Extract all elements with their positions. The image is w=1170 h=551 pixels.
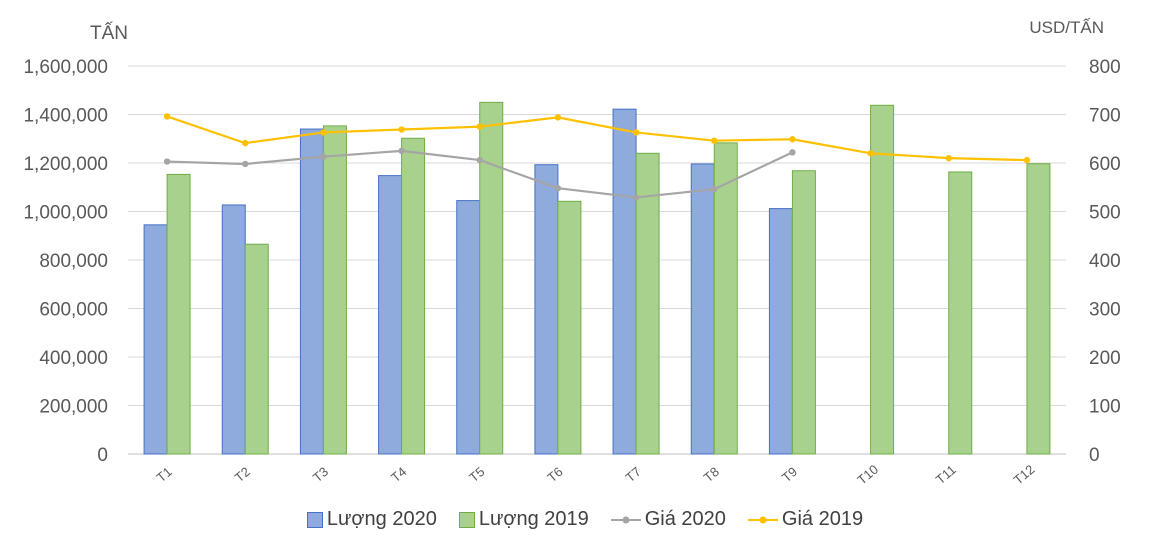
bar-luong-2019-t4 bbox=[401, 137, 426, 455]
bar-luong-2019-t8 bbox=[713, 142, 738, 455]
point-gia-2019-t2 bbox=[242, 139, 249, 147]
bar-luong-2019-t1 bbox=[166, 173, 191, 455]
point-gia-2020-t9 bbox=[789, 149, 796, 156]
left-tick-label: 1,200,000 bbox=[23, 154, 108, 175]
right-tick-label: 600 bbox=[1089, 154, 1121, 175]
bar-luong-2019-t2 bbox=[244, 243, 269, 455]
bar-luong-2020-t8 bbox=[690, 163, 715, 455]
x-tick-label: T7 bbox=[623, 464, 644, 485]
legend-label-luong-2019: Lượng 2019 bbox=[478, 508, 589, 530]
x-tick-label: T8 bbox=[701, 464, 722, 485]
x-tick-label: T12 bbox=[1011, 462, 1038, 488]
point-gia-2019-t12 bbox=[1023, 156, 1031, 164]
legend-item-gia-2020: Giá 2020 bbox=[610, 508, 726, 531]
x-tick-label: T1 bbox=[154, 464, 175, 485]
bar-series bbox=[143, 101, 1051, 455]
left-tick-label: 800,000 bbox=[39, 251, 108, 272]
point-gia-2020-t6 bbox=[554, 185, 562, 192]
point-gia-2019-t3 bbox=[320, 129, 327, 136]
point-gia-2020-t1 bbox=[163, 158, 171, 165]
point-gia-2019-t10 bbox=[867, 150, 874, 157]
left-tick-label: 600,000 bbox=[39, 300, 108, 321]
point-gia-2019-t8 bbox=[711, 137, 718, 144]
bar-luong-2019-t10 bbox=[870, 104, 895, 455]
left-tick-label: 1,600,000 bbox=[23, 57, 108, 78]
bar-luong-2020-t1 bbox=[143, 224, 168, 455]
x-tick-label: T10 bbox=[854, 462, 881, 488]
point-gia-2020-t8 bbox=[711, 185, 718, 193]
x-tick-label: T5 bbox=[466, 464, 487, 485]
legend: Lượng 2020 Lượng 2019 Giá 2020 Giá 2019 bbox=[0, 508, 1170, 531]
bar-luong-2020-t4 bbox=[378, 175, 403, 455]
legend-swatch-gia-2020 bbox=[610, 516, 641, 523]
point-gia-2019-t4 bbox=[398, 126, 405, 133]
left-tick-label: 200,000 bbox=[39, 397, 108, 418]
legend-swatch-luong-2020 bbox=[306, 511, 323, 528]
x-tick-label: T3 bbox=[310, 464, 331, 485]
right-tick-label: 800 bbox=[1089, 57, 1121, 78]
legend-item-gia-2019: Giá 2019 bbox=[747, 508, 864, 531]
left-axis-ticks: 0 200,000 400,000 600,000 800,000 1,000,000 1,… bbox=[23, 57, 108, 466]
left-tick-label: 1,400,000 bbox=[23, 106, 108, 127]
bar-luong-2019-t6 bbox=[557, 200, 582, 455]
right-tick-label: 0 bbox=[1089, 445, 1100, 466]
legend-swatch-gia-2019 bbox=[747, 516, 778, 523]
x-tick-label: T4 bbox=[388, 464, 409, 485]
right-tick-label: 100 bbox=[1089, 397, 1121, 418]
bar-luong-2019-t12 bbox=[1026, 163, 1051, 455]
point-gia-2019-t11 bbox=[945, 154, 952, 162]
line-gia-2019 bbox=[166, 115, 1027, 162]
legend-label-gia-2019: Giá 2019 bbox=[781, 508, 864, 530]
bar-luong-2020-t7 bbox=[612, 108, 637, 455]
left-tick-label: 1,000,000 bbox=[23, 203, 108, 224]
bar-luong-2019-t11 bbox=[948, 171, 973, 455]
right-tick-label: 400 bbox=[1089, 251, 1121, 272]
point-gia-2020-t2 bbox=[242, 160, 249, 168]
legend-item-luong-2020: Lượng 2020 bbox=[306, 508, 437, 531]
right-axis-ticks: 0 100 200 300 400 500 600 700 800 bbox=[1089, 57, 1121, 466]
left-tick-label: 400,000 bbox=[39, 348, 108, 369]
x-tick-label: T9 bbox=[779, 464, 800, 485]
bar-luong-2019-t5 bbox=[479, 101, 504, 455]
point-gia-2019-t9 bbox=[789, 136, 796, 143]
bar-luong-2020-t5 bbox=[456, 200, 481, 455]
legend-item-luong-2019: Lượng 2019 bbox=[458, 508, 589, 531]
left-axis-unit: TẤN bbox=[90, 22, 128, 44]
point-gia-2019-t1 bbox=[163, 113, 171, 120]
left-tick-label: 0 bbox=[97, 445, 108, 466]
x-axis-ticks: T1 T2 T3 T4 T5 T6 T7 T8 T9 T10 T11 T12 bbox=[154, 462, 1038, 488]
legend-label-luong-2020: Lượng 2020 bbox=[326, 508, 437, 530]
point-gia-2020-t3 bbox=[320, 153, 327, 160]
bar-luong-2020-t2 bbox=[221, 204, 246, 455]
point-gia-2019-t7 bbox=[632, 129, 640, 136]
x-tick-label: T11 bbox=[933, 462, 959, 487]
bar-luong-2019-t3 bbox=[322, 125, 347, 455]
right-tick-label: 500 bbox=[1089, 203, 1121, 224]
point-gia-2020-t4 bbox=[398, 147, 405, 155]
point-gia-2019-t5 bbox=[476, 123, 483, 130]
bar-luong-2019-t9 bbox=[791, 170, 816, 455]
gridlines bbox=[128, 65, 1066, 455]
bar-luong-2019-t7 bbox=[635, 152, 660, 455]
bar-luong-2020-t6 bbox=[534, 164, 559, 455]
x-tick-label: T6 bbox=[544, 464, 565, 485]
legend-swatch-luong-2019 bbox=[458, 511, 475, 528]
line-series bbox=[163, 113, 1031, 201]
point-gia-2020-t5 bbox=[476, 156, 483, 164]
point-gia-2020-t7 bbox=[632, 194, 640, 201]
bar-luong-2020-t3 bbox=[299, 128, 324, 455]
x-tick-label: T2 bbox=[232, 464, 253, 485]
right-tick-label: 700 bbox=[1089, 106, 1121, 127]
right-tick-label: 300 bbox=[1089, 300, 1121, 321]
point-gia-2019-t6 bbox=[554, 114, 562, 121]
legend-label-gia-2020: Giá 2020 bbox=[644, 508, 726, 530]
right-axis-unit: USD/TẤN bbox=[1029, 18, 1104, 37]
right-tick-label: 200 bbox=[1089, 348, 1121, 369]
bar-luong-2020-t9 bbox=[768, 208, 793, 455]
